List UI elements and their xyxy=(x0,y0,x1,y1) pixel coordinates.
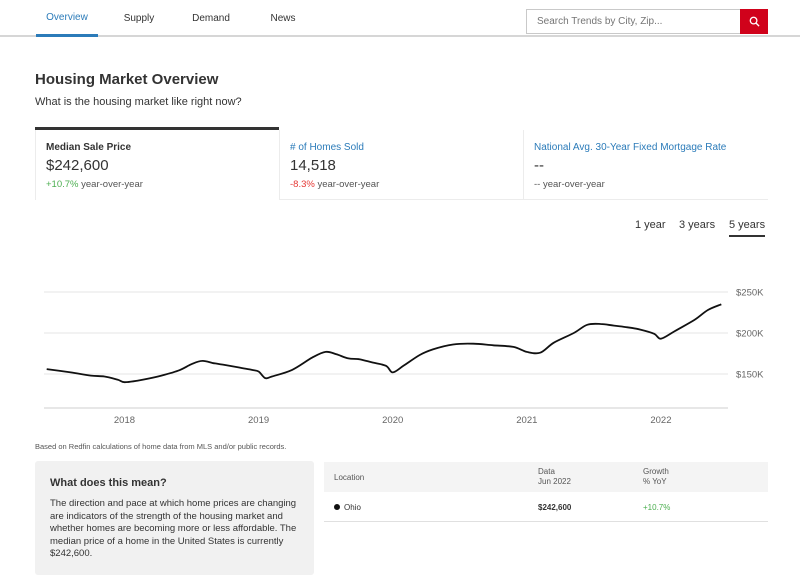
metric-title: # of Homes Sold xyxy=(290,142,364,153)
table-row[interactable]: Ohio $242,600 +10.7% xyxy=(324,492,768,522)
metric-change-suffix: year-over-year xyxy=(81,179,143,190)
metric-card-mortgage-rate[interactable]: National Avg. 30-Year Fixed Mortgage Rat… xyxy=(523,127,768,200)
series-line xyxy=(46,303,722,384)
row-value: $242,600 xyxy=(538,503,572,512)
row-growth: +10.7% xyxy=(643,503,671,512)
y-tick-label: $150K xyxy=(736,370,764,381)
metric-change-percent: -8.3% xyxy=(290,179,315,190)
metric-title: Median Sale Price xyxy=(46,142,132,153)
range-3-years[interactable]: 3 years xyxy=(679,219,716,231)
table-header: Location Data Jun 2022 Growth % YoY xyxy=(324,462,768,492)
x-tick-label: 2020 xyxy=(382,415,403,426)
metric-change-suffix: year-over-year xyxy=(317,179,380,190)
metric-value: -- xyxy=(534,157,544,174)
x-tick-label: 2018 xyxy=(114,415,135,426)
y-tick-label: $200K xyxy=(736,329,764,340)
metric-value: $242,600 xyxy=(46,157,109,174)
metric-card-homes-sold[interactable]: # of Homes Sold 14,518 -8.3% year-over-y… xyxy=(279,127,523,200)
row-location: Ohio xyxy=(334,503,361,512)
location-table: Location Data Jun 2022 Growth % YoY Ohio… xyxy=(324,462,768,522)
metric-change-percent: -- xyxy=(534,179,541,190)
metric-card-median-sale-price[interactable]: Median Sale Price $242,600 +10.7% year-o… xyxy=(35,127,279,200)
x-tick-label: 2019 xyxy=(248,415,269,426)
card-divider xyxy=(523,130,524,200)
page-subtitle: What is the housing market like right no… xyxy=(35,96,242,108)
row-location-name: Ohio xyxy=(344,503,361,512)
x-tick-label: 2022 xyxy=(650,415,671,426)
column-header-location: Location xyxy=(334,473,365,482)
metric-change: -8.3% year-over-year xyxy=(290,179,379,190)
metric-change-percent: +10.7% xyxy=(46,179,79,190)
metric-change: -- year-over-year xyxy=(534,179,605,190)
column-header-growth-unit: % YoY xyxy=(643,477,667,486)
explanation-box: What does this mean? The direction and p… xyxy=(35,461,314,575)
top-nav: Overview Supply Demand News xyxy=(0,0,800,37)
location-dot-icon xyxy=(334,504,340,510)
page-title: Housing Market Overview xyxy=(35,71,219,88)
explanation-title: What does this mean? xyxy=(50,477,167,489)
tab-overview[interactable]: Overview xyxy=(36,0,98,37)
column-header-growth: Growth xyxy=(643,467,669,476)
explanation-text: The direction and pace at which home pri… xyxy=(50,498,297,559)
search-icon xyxy=(749,16,760,27)
column-header-data-period: Jun 2022 xyxy=(538,477,571,486)
column-header-data: Data xyxy=(538,467,555,476)
card-divider xyxy=(35,130,36,200)
card-divider xyxy=(279,130,280,200)
metric-change-suffix: year-over-year xyxy=(542,179,605,190)
metric-change: +10.7% year-over-year xyxy=(46,179,143,190)
search-input[interactable] xyxy=(526,9,741,34)
footnote: Based on Redfin calculations of home dat… xyxy=(35,442,287,451)
x-tick-label: 2021 xyxy=(516,415,537,426)
tab-demand[interactable]: Demand xyxy=(192,13,230,24)
median-price-line-chart: $250K $200K $150K 2018 2019 2020 2021 2022 xyxy=(44,288,764,426)
metric-value: 14,518 xyxy=(290,157,336,174)
tab-news[interactable]: News xyxy=(270,13,296,24)
tab-supply[interactable]: Supply xyxy=(123,13,155,24)
range-1-year[interactable]: 1 year xyxy=(635,219,666,231)
y-tick-label: $250K xyxy=(736,288,764,299)
search-button[interactable] xyxy=(740,9,768,34)
metric-title: National Avg. 30-Year Fixed Mortgage Rat… xyxy=(534,142,727,153)
range-5-years[interactable]: 5 years xyxy=(729,219,766,237)
